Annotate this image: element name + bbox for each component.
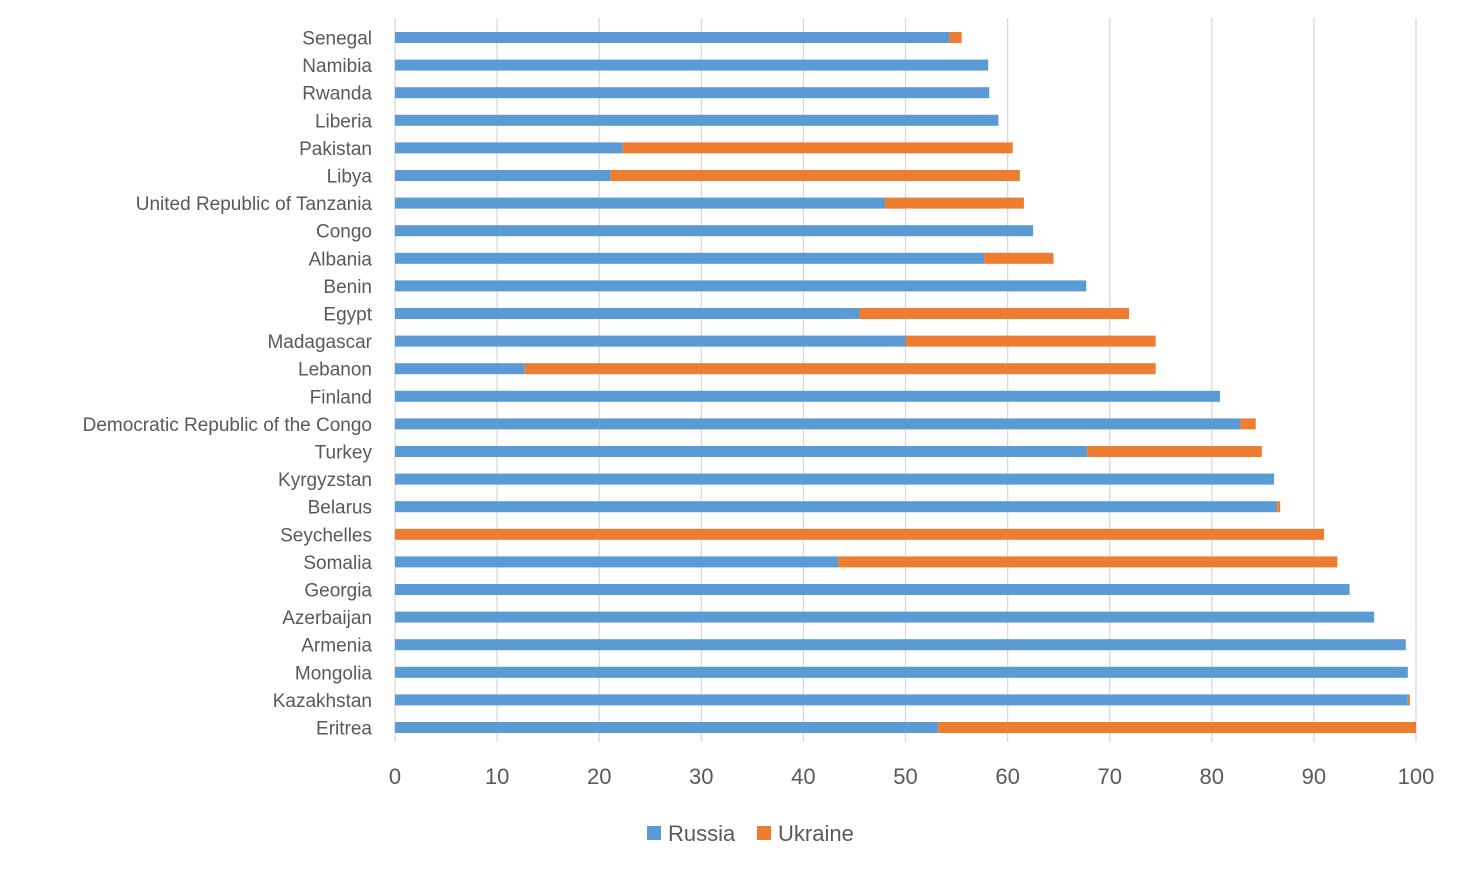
bar-ukraine-lebanon [524,363,1156,375]
bar-ukraine-turkey [1087,446,1262,457]
x-tick-label: 90 [1302,764,1326,789]
category-label-libya: Libya [327,167,373,188]
category-label-mongolia: Mongolia [295,663,373,684]
category-label-senegal: Senegal [302,29,372,50]
bar-ukraine-somalia [838,556,1338,568]
bar-ukraine-belarus [1277,501,1281,513]
bar-ukraine-madagascar [905,335,1156,347]
bar-russia-egypt [395,308,860,319]
bar-ukraine-democratic-republic-of-the-congo [1240,418,1256,430]
x-tick-label: 20 [587,764,611,789]
bar-russia-democratic-republic-of-the-congo [395,418,1241,430]
bar-russia-benin [395,280,1087,292]
bar-russia-belarus [395,501,1278,513]
bar-russia-georgia [395,584,1350,595]
bar-russia-armenia [395,639,1406,651]
bar-ukraine-pakistan [622,142,1013,154]
bar-ukraine-united-republic-of-tanzania [885,197,1024,209]
category-label-finland: Finland [310,387,372,408]
legend-swatch-ukraine [757,826,771,840]
legend-swatch-russia [647,826,661,840]
category-label-united-republic-of-tanzania: United Republic of Tanzania [136,194,373,215]
legend-label-russia: Russia [668,821,736,846]
x-tick-label: 0 [389,764,401,789]
category-label-liberia: Liberia [315,111,372,132]
bar-russia-turkey [395,446,1088,457]
bar-russia-madagascar [395,335,906,347]
bar-russia-namibia [395,59,989,71]
category-label-armenia: Armenia [301,636,372,657]
bar-russia-eritrea [395,722,939,733]
bar-russia-albania [395,252,985,264]
category-label-benin: Benin [323,277,372,298]
x-tick-label: 60 [995,764,1019,789]
category-labels: Senegal Namibia Rwanda Liberia Pakistan Libya… [83,29,373,740]
category-label-kazakhstan: Kazakhstan [273,691,372,712]
bar-russia-finland [395,390,1220,402]
category-label-eritrea: Eritrea [316,719,372,740]
bar-russia-somalia [395,556,839,568]
bar-russia-senegal [395,32,950,43]
x-tick-label: 50 [893,764,917,789]
bar-ukraine-libya [610,170,1020,181]
category-label-namibia: Namibia [302,56,372,77]
x-tick-label: 100 [1398,764,1435,789]
category-label-azerbaijan: Azerbaijan [282,608,372,629]
x-tick-label: 30 [689,764,713,789]
bar-russia-kazakhstan [395,694,1408,706]
category-label-seychelles: Seychelles [280,525,372,546]
category-label-rwanda: Rwanda [302,84,372,105]
bar-ukraine-albania [984,252,1054,264]
grid-lines [394,18,1417,742]
x-tick-label: 40 [791,764,815,789]
bar-russia-azerbaijan [395,611,1375,623]
category-label-pakistan: Pakistan [299,139,372,160]
bar-russia-kyrgyzstan [395,473,1275,485]
bar-russia-congo [395,225,1034,237]
category-label-georgia: Georgia [304,581,372,602]
legend-label-ukraine: Ukraine [778,821,854,846]
bar-russia-libya [395,170,611,181]
category-label-madagascar: Madagascar [267,332,372,353]
bar-russia-mongolia [395,666,1408,678]
category-label-egypt: Egypt [323,305,372,326]
bar-russia-pakistan [395,142,623,154]
category-label-somalia: Somalia [303,553,372,574]
bar-russia-united-republic-of-tanzania [395,197,886,209]
bars [395,32,1416,733]
category-label-democratic-republic-of-the-congo: Democratic Republic of the Congo [83,415,372,436]
category-label-kyrgyzstan: Kyrgyzstan [278,470,372,491]
x-axis-tick-labels: 0 10 20 30 40 50 60 70 80 90 100 [389,764,1434,789]
bar-ukraine-kazakhstan [1407,694,1410,706]
bar-ukraine-senegal [949,32,962,43]
bar-ukraine-egypt [859,308,1130,319]
legend: Russia Ukraine [647,821,854,846]
bar-ukraine-seychelles [395,528,1325,540]
bar-ukraine-eritrea [938,722,1416,733]
bar-russia-liberia [395,114,999,126]
category-label-congo: Congo [316,222,372,243]
category-label-albania: Albania [309,249,373,270]
category-label-lebanon: Lebanon [298,360,372,381]
category-label-turkey: Turkey [315,443,373,464]
bar-russia-lebanon [395,363,525,375]
x-tick-label: 80 [1200,764,1224,789]
x-tick-label: 10 [485,764,509,789]
bar-russia-rwanda [395,87,990,99]
category-label-belarus: Belarus [308,498,372,519]
x-tick-label: 70 [1097,764,1121,789]
